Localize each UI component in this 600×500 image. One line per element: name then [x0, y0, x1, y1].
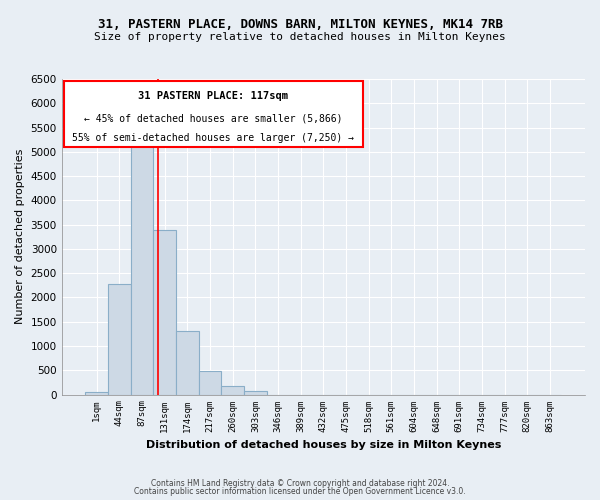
Text: 55% of semi-detached houses are larger (7,250) →: 55% of semi-detached houses are larger (…: [73, 132, 355, 142]
Bar: [221, 386, 244, 394]
Bar: [154, 230, 176, 394]
Text: 31 PASTERN PLACE: 117sqm: 31 PASTERN PLACE: 117sqm: [139, 91, 289, 101]
X-axis label: Distribution of detached houses by size in Milton Keynes: Distribution of detached houses by size …: [146, 440, 501, 450]
Text: 31, PASTERN PLACE, DOWNS BARN, MILTON KEYNES, MK14 7RB: 31, PASTERN PLACE, DOWNS BARN, MILTON KE…: [97, 18, 503, 30]
Bar: [176, 331, 199, 394]
Text: Contains HM Land Registry data © Crown copyright and database right 2024.: Contains HM Land Registry data © Crown c…: [151, 478, 449, 488]
Bar: [131, 130, 154, 394]
Text: Size of property relative to detached houses in Milton Keynes: Size of property relative to detached ho…: [94, 32, 506, 42]
Bar: [199, 372, 221, 394]
Bar: [244, 390, 266, 394]
Bar: [85, 392, 108, 394]
FancyBboxPatch shape: [64, 80, 362, 147]
Text: ← 45% of detached houses are smaller (5,866): ← 45% of detached houses are smaller (5,…: [84, 114, 343, 124]
Bar: [108, 284, 131, 395]
Y-axis label: Number of detached properties: Number of detached properties: [15, 149, 25, 324]
Text: Contains public sector information licensed under the Open Government Licence v3: Contains public sector information licen…: [134, 487, 466, 496]
